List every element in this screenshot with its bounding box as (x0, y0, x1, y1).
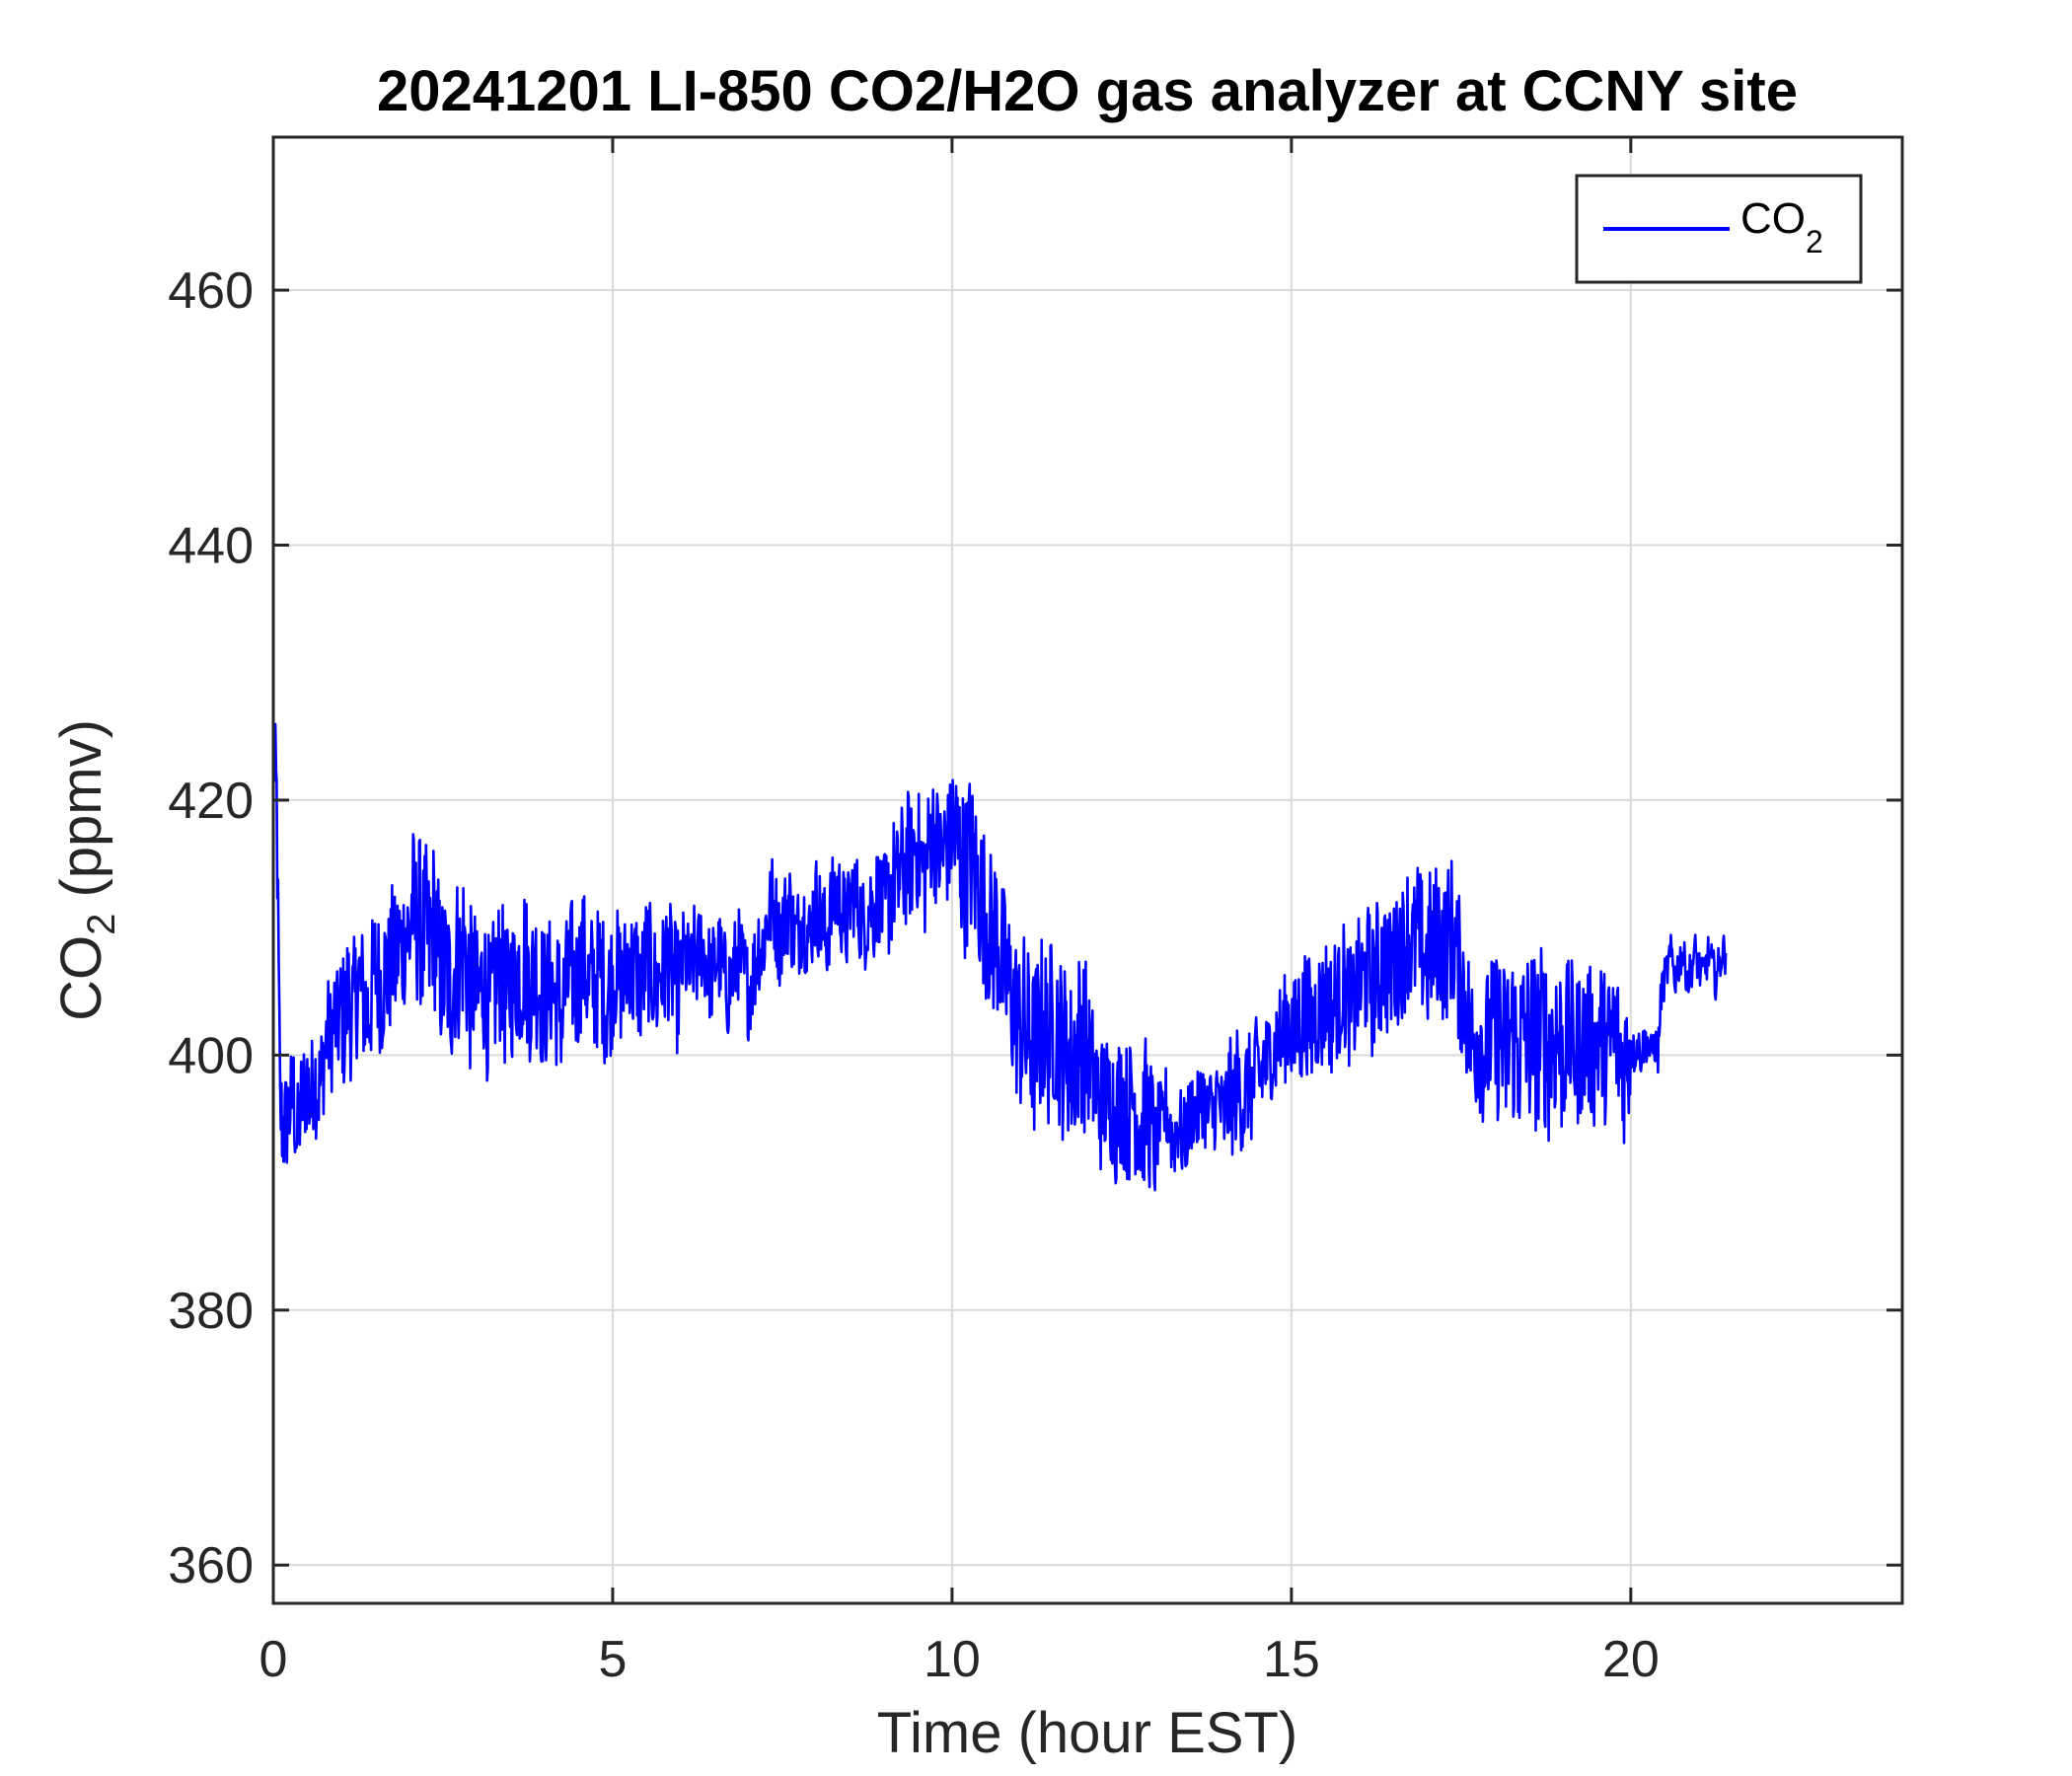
x-tick-label: 5 (598, 1631, 627, 1688)
y-tick-label: 360 (168, 1537, 254, 1594)
x-tick-label: 20 (1602, 1631, 1660, 1688)
legend-entry-main: CO (1740, 194, 1806, 243)
x-tick-label: 10 (924, 1631, 981, 1688)
y-axis-label-main: CO (49, 935, 113, 1021)
tick-layer: 0 5 10 15 20 360 380 400 420 440 460 (168, 137, 1902, 1688)
chart-title: 20241201 LI-850 CO2/H2O gas analyzer at … (377, 59, 1798, 123)
plot-area (273, 137, 1902, 1603)
series-line-co2 (271, 722, 1728, 1192)
x-tick-label: 15 (1263, 1631, 1320, 1688)
legend-entry-co2: CO2 (1740, 194, 1823, 259)
y-axis-label: CO2 (ppmv) (49, 719, 123, 1021)
legend: CO2 (1575, 174, 1863, 284)
legend-entry-sub: 2 (1806, 224, 1823, 259)
x-tick-label: 0 (259, 1631, 288, 1688)
y-tick-label: 380 (168, 1283, 254, 1340)
y-tick-label: 460 (168, 262, 254, 320)
line-layer (271, 722, 1728, 1192)
y-tick-label: 440 (168, 517, 254, 574)
y-axis-label-sub: 2 (80, 914, 123, 935)
y-tick-label: 420 (168, 773, 254, 830)
plot-frame (271, 135, 1904, 1605)
x-axis-label: Time (hour EST) (877, 1701, 1297, 1765)
y-tick-label: 400 (168, 1027, 254, 1084)
y-axis-label-rest: (ppmv) (49, 719, 113, 914)
